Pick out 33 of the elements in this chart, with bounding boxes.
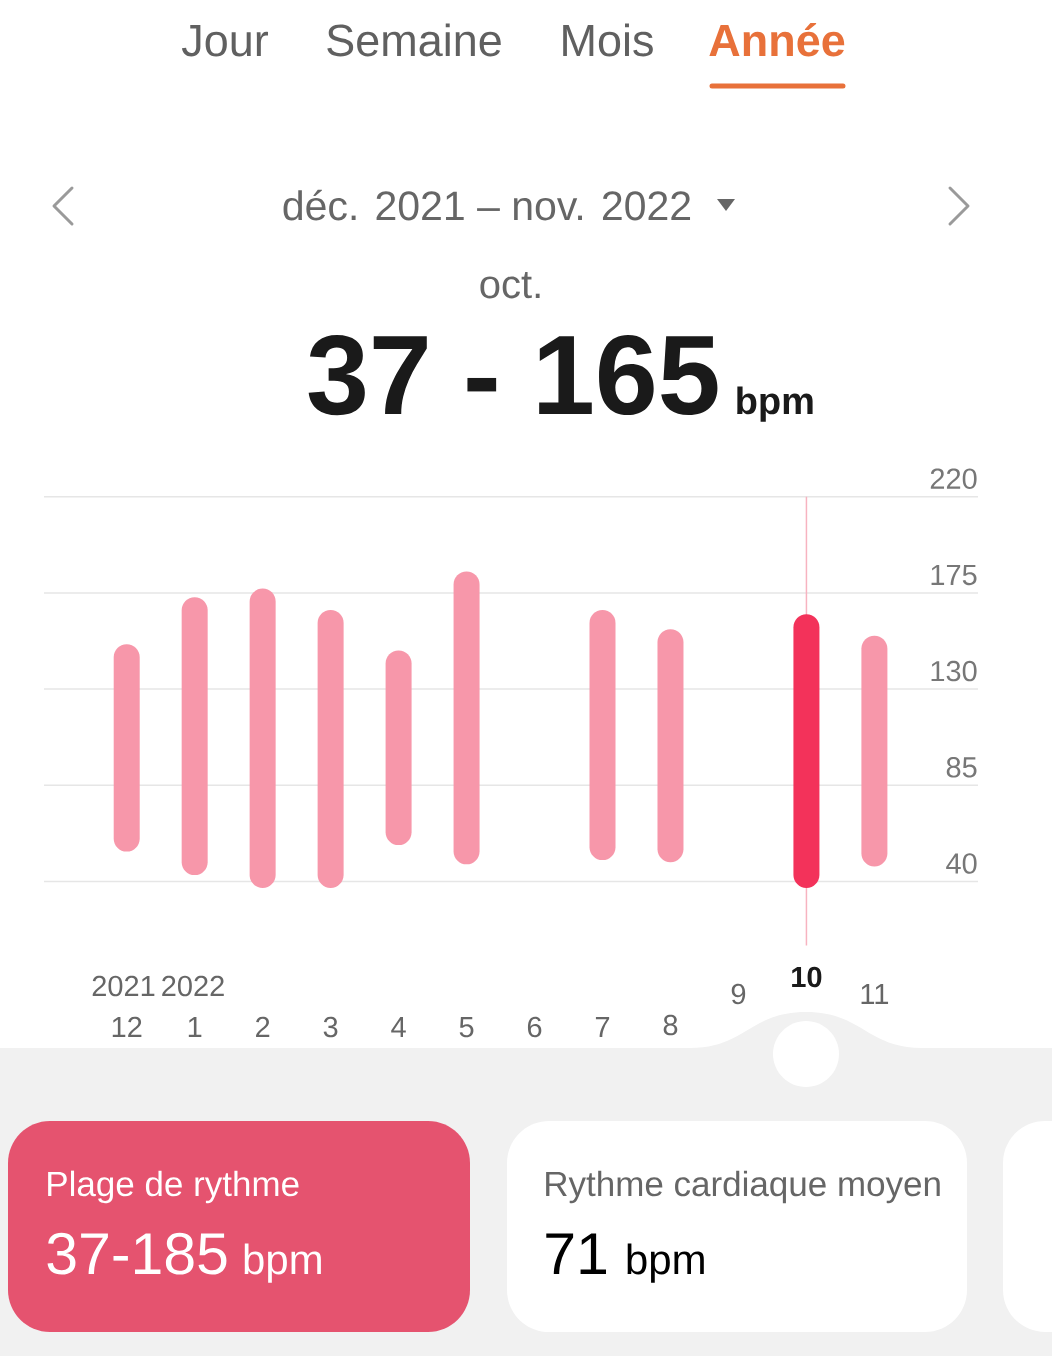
x-tick-label: 7: [595, 1017, 610, 1037]
x-tick-label: 2: [256, 1016, 270, 1037]
text: 37 - 165: [308, 335, 718, 416]
x-tick-label: 3: [323, 1016, 338, 1038]
y-tick-label: 130: [931, 660, 977, 682]
text: 37-185: [47, 1232, 227, 1275]
text: Rythme cardiaque moyen: [546, 1170, 940, 1204]
text: bpm: [627, 1243, 704, 1283]
y-tick-label: 220: [930, 468, 977, 489]
x-tick-label: 9: [731, 983, 746, 1005]
x-tick-label: 10: [792, 966, 822, 988]
y-tick-label: 40: [946, 853, 977, 874]
x-tick-label: 4: [391, 1017, 406, 1037]
x-tick-label: 1: [188, 1017, 202, 1037]
y-tick-label: 175: [931, 564, 977, 586]
x-tick-label: 5: [459, 1017, 474, 1038]
x-tick-label: 12: [112, 1016, 142, 1037]
text: Année: [709, 22, 845, 57]
text: Semaine: [327, 23, 501, 57]
text: 2022: [162, 975, 224, 997]
text: Jour: [181, 25, 269, 57]
text: Plage de rythme: [48, 1170, 299, 1204]
y-tick-label: 85: [946, 757, 977, 778]
text: Mois: [563, 23, 653, 57]
x-tick-label: 8: [663, 1014, 678, 1036]
text: bpm: [244, 1243, 321, 1283]
text: 2021: [92, 975, 155, 997]
x-tick-label: 6: [527, 1016, 542, 1038]
text: bpm: [737, 386, 813, 422]
text: oct.: [480, 272, 540, 299]
x-tick-label: 11: [861, 984, 889, 1004]
chart-title: déc. 2021 – nov. 2022: [283, 189, 691, 221]
text: 71: [546, 1233, 606, 1274]
